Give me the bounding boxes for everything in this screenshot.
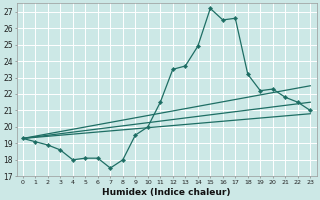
X-axis label: Humidex (Indice chaleur): Humidex (Indice chaleur) xyxy=(102,188,231,197)
